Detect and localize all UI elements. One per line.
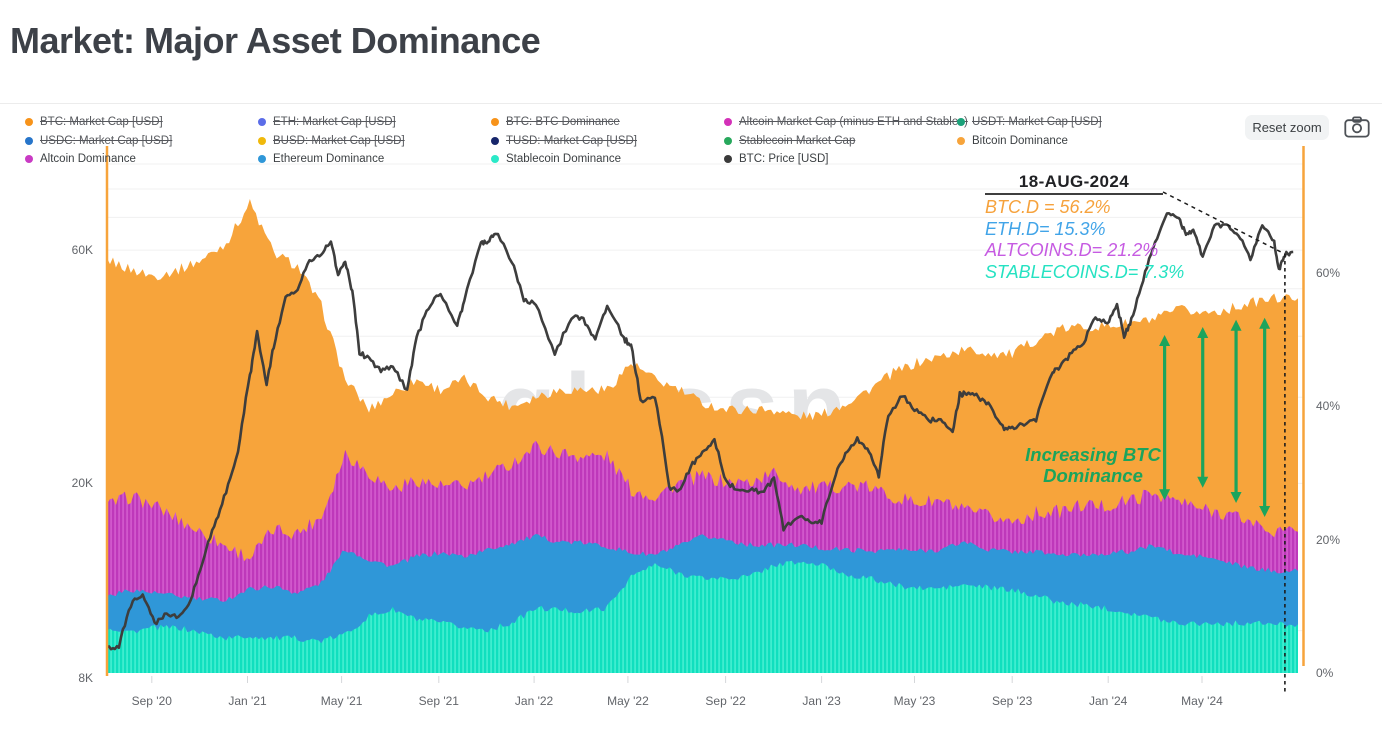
legend-dot-icon bbox=[25, 136, 33, 145]
legend-item-usdc-market-cap[interactable]: USDC: Market Cap [USD] bbox=[25, 132, 258, 151]
annotation-metrics: BTC.D = 56.2% ETH.D= 15.3% ALTCOINS.D= 21.… bbox=[985, 197, 1184, 283]
legend-dot-icon bbox=[491, 118, 499, 127]
left-axis-label: 20K bbox=[71, 476, 93, 491]
legend-item-btc-price[interactable]: BTC: Price [USD] bbox=[724, 150, 957, 169]
legend-item-ethereum-dominance[interactable]: Ethereum Dominance bbox=[258, 150, 491, 169]
legend-item-btc-market-cap[interactable]: BTC: Market Cap [USD] bbox=[25, 113, 258, 132]
legend-item-eth-market-cap[interactable]: ETH: Market Cap [USD] bbox=[258, 113, 491, 132]
legend-item-tusd-market-cap[interactable]: TUSD: Market Cap [USD] bbox=[491, 132, 724, 151]
dominance-range-arrow bbox=[1197, 327, 1209, 488]
legend-label: Stablecoin Market Cap bbox=[739, 134, 856, 147]
legend-item-altcoin-dominance[interactable]: Altcoin Dominance bbox=[25, 150, 258, 169]
legend-item-busd-market-cap[interactable]: BUSD: Market Cap [USD] bbox=[258, 132, 491, 151]
callout-line-2: Dominance bbox=[1043, 465, 1143, 486]
camera-icon-glyph bbox=[1344, 116, 1370, 138]
legend-item-usdt-market-cap[interactable]: USDT: Market Cap [USD] bbox=[957, 113, 1190, 132]
legend-dot-icon bbox=[724, 136, 732, 145]
legend-dot-icon bbox=[258, 136, 266, 145]
x-axis-label: May '21 bbox=[320, 694, 363, 708]
legend-label: Ethereum Dominance bbox=[273, 153, 385, 166]
legend-dot-icon bbox=[724, 118, 732, 127]
legend-item-altcoin-market-cap[interactable]: Altcoin Market Cap (minus ETH and Stable… bbox=[724, 113, 968, 132]
x-axis-label: Sep '21 bbox=[418, 694, 459, 708]
right-axis-label: 0% bbox=[1316, 666, 1334, 680]
legend-dot-icon bbox=[491, 136, 499, 145]
x-axis-label: May '23 bbox=[893, 694, 936, 708]
right-axis-label: 40% bbox=[1316, 399, 1341, 414]
legend-item-stablecoin-dominance[interactable]: Stablecoin Dominance bbox=[491, 150, 724, 169]
x-axis-label: Sep '22 bbox=[705, 694, 746, 708]
x-axis-label: Jan '22 bbox=[514, 694, 554, 708]
x-axis-label: Sep '23 bbox=[991, 694, 1033, 708]
annotation-date: 18-AUG-2024 bbox=[985, 172, 1163, 195]
legend-label: Altcoin Dominance bbox=[40, 153, 136, 166]
legend-item-bitcoin-dominance[interactable]: Bitcoin Dominance bbox=[957, 132, 1190, 151]
annotation-metric: STABLECOINS.D= 7.3% bbox=[985, 261, 1185, 282]
camera-icon[interactable] bbox=[1344, 116, 1370, 138]
x-axis-label: Sep '20 bbox=[131, 694, 172, 708]
area-stablecoin-dominance bbox=[107, 560, 1298, 673]
legend-label: BUSD: Market Cap [USD] bbox=[273, 134, 405, 147]
right-axis-label: 60% bbox=[1316, 265, 1341, 280]
dominance-range-arrow bbox=[1159, 335, 1171, 501]
annotation-metric: ETH.D= 15.3% bbox=[985, 218, 1106, 239]
x-axis-label: May '24 bbox=[1181, 694, 1223, 708]
x-axis-label: Jan '23 bbox=[802, 694, 841, 708]
annotation-callout: 18-AUG-2024 BTC.D = 56.2% ETH.D= 15.3% ALT… bbox=[985, 172, 1184, 283]
legend-label: USDT: Market Cap [USD] bbox=[972, 116, 1102, 129]
legend-dot-icon bbox=[25, 155, 33, 164]
x-axis-label: Jan '21 bbox=[228, 694, 267, 708]
annotation-metric: BTC.D = 56.2% bbox=[985, 197, 1111, 217]
x-axis-label: Jan '24 bbox=[1088, 694, 1128, 708]
legend-label: Altcoin Market Cap (minus ETH and Stable… bbox=[739, 116, 968, 129]
dominance-range-arrow bbox=[1230, 319, 1242, 503]
legend-label: Bitcoin Dominance bbox=[972, 134, 1068, 147]
btc-price-line bbox=[106, 212, 1294, 651]
legend-label: ETH: Market Cap [USD] bbox=[273, 116, 396, 129]
legend-label: Stablecoin Dominance bbox=[506, 153, 622, 166]
legend-dot-icon bbox=[25, 118, 33, 127]
legend-dot-icon bbox=[957, 136, 965, 145]
legend-label: TUSD: Market Cap [USD] bbox=[506, 134, 637, 147]
legend-dot-icon bbox=[724, 155, 732, 164]
legend-item-stablecoin-market-cap[interactable]: Stablecoin Market Cap bbox=[724, 132, 957, 151]
reset-zoom-button[interactable]: Reset zoom bbox=[1245, 115, 1329, 140]
right-axis-label: 20% bbox=[1316, 532, 1341, 547]
page-title: Market: Major Asset Dominance bbox=[10, 20, 541, 61]
dominance-range-arrow bbox=[1259, 317, 1271, 517]
callout-line-1: Increasing BTC bbox=[1025, 444, 1161, 465]
left-axis-label: 60K bbox=[71, 243, 93, 258]
legend-label: BTC: BTC Dominance bbox=[506, 116, 620, 129]
annotation-metric: ALTCOINS.D= 21.2% bbox=[985, 240, 1159, 260]
legend-dot-icon bbox=[258, 155, 266, 164]
legend-item-btc-btc-dominance[interactable]: BTC: BTC Dominance bbox=[491, 113, 724, 132]
increasing-btc-dominance-label: Increasing BTC Dominance bbox=[1013, 444, 1173, 486]
chart-panel: BTC: Market Cap [USD] ETH: Market Cap [US… bbox=[0, 103, 1382, 739]
legend-label: BTC: Market Cap [USD] bbox=[40, 116, 163, 129]
legend-label: BTC: Price [USD] bbox=[739, 153, 829, 166]
left-axis-label: 8K bbox=[78, 671, 93, 685]
legend-dot-icon bbox=[491, 155, 499, 164]
legend-label: USDC: Market Cap [USD] bbox=[40, 134, 173, 147]
legend-dot-icon bbox=[258, 118, 266, 127]
chart-legend: BTC: Market Cap [USD] ETH: Market Cap [US… bbox=[25, 113, 1190, 169]
legend-dot-icon bbox=[957, 118, 965, 127]
x-axis-label: May '22 bbox=[607, 694, 649, 708]
